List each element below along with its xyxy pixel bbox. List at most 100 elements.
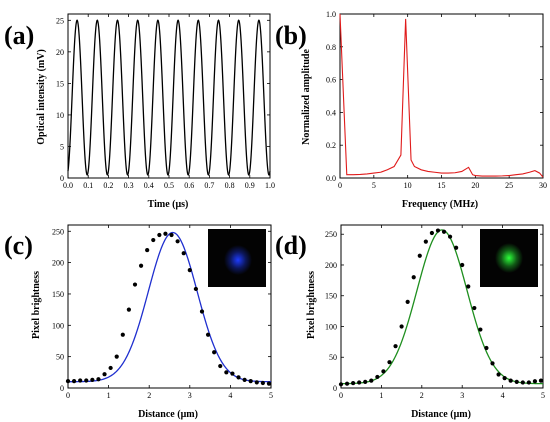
panel-a-xtick-label: 0.8 bbox=[225, 181, 235, 190]
panel-a-ytick-label: 15 bbox=[56, 79, 64, 88]
panel-d-ytick-label: 200 bbox=[325, 261, 337, 270]
panel-c-data-point bbox=[151, 237, 156, 243]
panel-d-frame bbox=[340, 224, 544, 389]
panel-d-data-point bbox=[454, 245, 459, 250]
panel-d-data-point bbox=[466, 284, 471, 289]
panel-letter-b: (b) bbox=[275, 21, 307, 50]
panel-d-xtick-label: 5 bbox=[541, 391, 545, 400]
panel-d-ytick-label: 250 bbox=[325, 230, 337, 239]
panel-c-ytick-label: 200 bbox=[52, 259, 64, 268]
panel-b-xtick-label: 25 bbox=[505, 181, 513, 190]
panel-c-data-point bbox=[175, 239, 180, 244]
panel-c-data-point bbox=[114, 354, 119, 359]
panel-d-data-point bbox=[429, 230, 434, 236]
panel-a-xtick-label: 0.0 bbox=[63, 181, 73, 190]
panel-c-data-point bbox=[181, 251, 186, 256]
panel-letter-d: (d) bbox=[275, 231, 307, 260]
panel-c-data-point bbox=[138, 263, 144, 268]
panel-a-ytick-label: 10 bbox=[56, 111, 64, 120]
panel-d-xtick-label: 2 bbox=[420, 391, 424, 400]
panel-a-xtick-label: 0.5 bbox=[164, 181, 174, 190]
panel-d-data-point bbox=[387, 360, 392, 365]
panel-d-data-point bbox=[423, 239, 428, 244]
panel-c-frame bbox=[67, 224, 272, 389]
panel-d-data-point bbox=[472, 305, 477, 311]
panel-b-ytick-label: 1.0 bbox=[326, 10, 336, 19]
panel-c-data-point bbox=[126, 307, 131, 312]
panel-a-frame bbox=[67, 13, 271, 179]
panel-c-data-point bbox=[169, 232, 174, 238]
panel-d-data-point bbox=[484, 345, 489, 351]
panel-d-data-point bbox=[381, 369, 386, 374]
panel-c-data-point bbox=[230, 371, 235, 376]
panel-d-inset-spot bbox=[495, 243, 523, 273]
panel-c-data-point bbox=[108, 365, 113, 371]
panel-d-data-point bbox=[369, 378, 374, 383]
panel-c-data-point bbox=[212, 350, 217, 355]
panel-d-ylabel: Pixel brightness bbox=[306, 271, 317, 339]
panel-b-series-line bbox=[339, 13, 544, 178]
panel-c-data-point bbox=[157, 232, 162, 238]
panel-d-data-point bbox=[441, 229, 447, 234]
panel-d-xlabel: Distance (μm) bbox=[411, 409, 471, 420]
panel-b-plot: 0 5 10 15 20 25 30 0.0 0.2 0.4 0.6 0.8 1.0 bbox=[326, 10, 547, 190]
panel-b-xtick-label: 0 bbox=[338, 181, 342, 190]
panel-a-xtick-label: 1.0 bbox=[265, 181, 275, 190]
panel-b-ytick-label: 0.6 bbox=[326, 76, 336, 85]
panel-c-inset-spot bbox=[224, 245, 252, 275]
panel-c-data-point bbox=[96, 377, 101, 382]
panel-d-ytick-label: 100 bbox=[325, 322, 337, 331]
panel-d-data-point bbox=[344, 381, 350, 386]
panel-b-ytick-label: 0.2 bbox=[326, 141, 336, 150]
panel-c-data-point bbox=[102, 372, 107, 377]
panel-c-xlabel: Distance (μm) bbox=[138, 409, 198, 420]
panel-letter-c: (c) bbox=[4, 231, 33, 260]
panel-c-xtick-label: 4 bbox=[228, 391, 232, 400]
panel-c-data-point bbox=[254, 380, 259, 385]
panel-c-ytick-label: 0 bbox=[60, 384, 64, 393]
panel-c-data-point bbox=[84, 378, 89, 383]
panel-b-ytick-label: 0.4 bbox=[326, 108, 336, 117]
panel-a-ylabel: Optical intensity (mV) bbox=[36, 49, 47, 145]
panel-c-data-point bbox=[205, 332, 211, 337]
panel-c-data-point bbox=[199, 309, 205, 314]
panel-c-data-point bbox=[71, 379, 77, 384]
panel-c-xtick-label: 1 bbox=[107, 391, 111, 400]
panel-b-xlabel: Frequency (MHz) bbox=[402, 199, 478, 210]
panel-c-data-point bbox=[120, 332, 125, 337]
panel-a-ytick-label: 20 bbox=[56, 48, 64, 57]
panel-d-data-point bbox=[411, 275, 416, 280]
panel-c-data-point bbox=[65, 379, 71, 384]
panel-d-xtick-label: 4 bbox=[501, 391, 505, 400]
panel-d-data-point bbox=[351, 380, 356, 386]
panel-d-ytick-label: 50 bbox=[329, 353, 337, 362]
panel-c-xtick-label: 2 bbox=[147, 391, 151, 400]
panel-a-xtick-label: 0.7 bbox=[204, 181, 214, 190]
panel-b-ylabel: Normalized amplitude bbox=[301, 49, 312, 145]
panel-d-data-point bbox=[538, 378, 544, 383]
panel-c-ytick-label: 50 bbox=[56, 353, 64, 362]
panel-c-ytick-label: 100 bbox=[52, 321, 64, 330]
panel-d-ytick-label: 0 bbox=[333, 384, 337, 393]
panel-c-data-point bbox=[145, 247, 150, 253]
panel-d-data-point bbox=[532, 379, 538, 384]
panel-d-data-point bbox=[447, 234, 453, 239]
panel-d-data-point bbox=[393, 344, 398, 349]
panel-b-xtick-label: 30 bbox=[539, 181, 547, 190]
panel-b-ytick-label: 0.8 bbox=[326, 43, 336, 52]
panel-c-data-point bbox=[224, 370, 229, 375]
panel-d-data-point bbox=[363, 379, 368, 384]
panel-d-data-point bbox=[526, 380, 531, 385]
panel-c-ylabel: Pixel brightness bbox=[31, 271, 42, 339]
panel-c-data-point bbox=[266, 381, 272, 386]
panel-b-xtick-label: 15 bbox=[438, 181, 446, 190]
panel-d-xtick-label: 0 bbox=[339, 391, 343, 400]
panel-b-xtick-label: 20 bbox=[471, 181, 479, 190]
panel-letter-a: (a) bbox=[4, 21, 34, 50]
panel-d-data-point bbox=[417, 253, 422, 258]
panel-d-ytick-label: 150 bbox=[325, 292, 337, 301]
panel-d-data-point bbox=[399, 324, 404, 329]
panel-b-frame bbox=[339, 13, 544, 179]
